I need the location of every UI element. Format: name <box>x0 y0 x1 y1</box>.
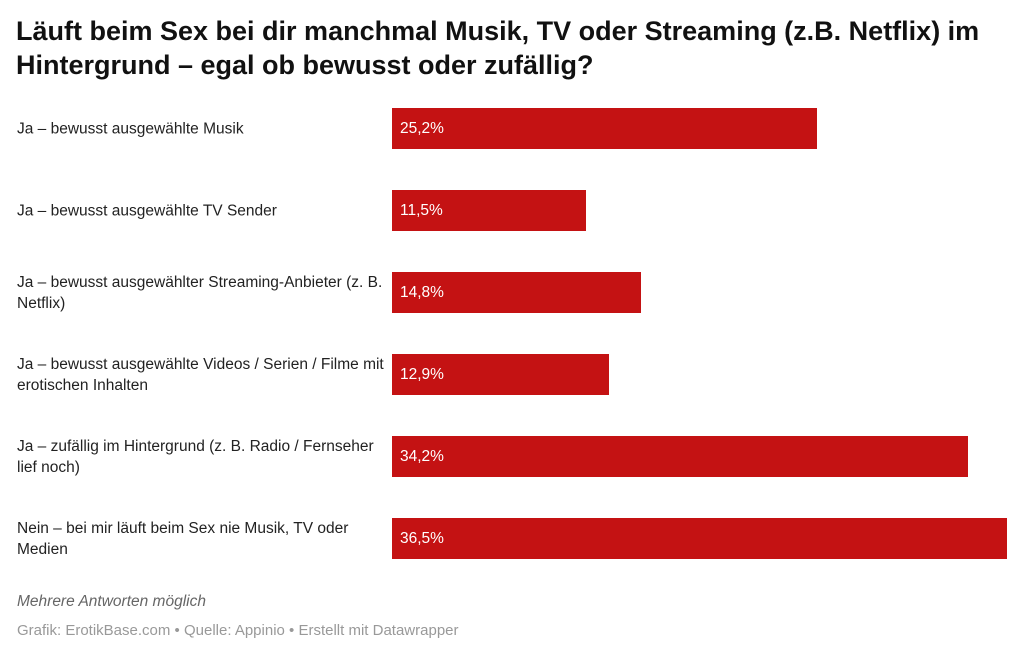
value-label: 11,5% <box>400 202 443 219</box>
category-label: Ja – zufällig im Hintergrund (z. B. Radi… <box>17 437 374 476</box>
value-label: 34,2% <box>400 448 444 465</box>
chart-source: Grafik: ErotikBase.com • Quelle: Appinio… <box>17 622 459 639</box>
category-label: Ja – bewusst ausgewählte Musik <box>17 120 244 137</box>
bar-row: Ja – bewusst ausgewählte Videos / Serien… <box>0 354 1024 395</box>
chart-title: Läuft beim Sex bei dir manchmal Musik, T… <box>16 16 980 80</box>
bar <box>392 518 1007 559</box>
bar-row: Ja – bewusst ausgewählte Musik 25,2% <box>0 108 1024 149</box>
value-label: 25,2% <box>400 120 444 137</box>
bar <box>392 354 610 395</box>
value-label: 14,8% <box>400 284 444 301</box>
bar <box>392 272 642 313</box>
category-label: Ja – bewusst ausgewählte TV Sender <box>17 202 277 219</box>
category-label: Ja – bewusst ausgewählter Streaming-Anbi… <box>17 273 383 312</box>
bar <box>392 190 586 231</box>
value-label: 12,9% <box>400 366 444 383</box>
bar-row: Ja – bewusst ausgewählter Streaming-Anbi… <box>0 272 1024 313</box>
bar-row: Nein – bei mir läuft beim Sex nie Musik,… <box>0 518 1024 559</box>
value-label: 36,5% <box>400 530 444 547</box>
chart-note: Mehrere Antworten möglich <box>17 593 206 610</box>
bar-row: Ja – zufällig im Hintergrund (z. B. Radi… <box>0 436 1024 477</box>
bar <box>392 108 817 149</box>
bar <box>392 436 969 477</box>
category-label: Nein – bei mir läuft beim Sex nie Musik,… <box>17 519 349 558</box>
bar-row: Ja – bewusst ausgewählte TV Sender 11,5% <box>0 190 1024 231</box>
category-label: Ja – bewusst ausgewählte Videos / Serien… <box>17 355 384 394</box>
